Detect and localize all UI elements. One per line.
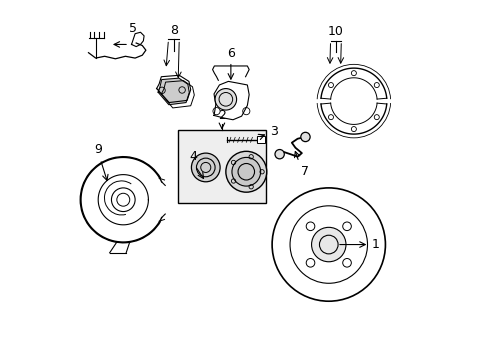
Text: 2: 2: [218, 109, 225, 122]
Circle shape: [191, 153, 220, 182]
Text: 4: 4: [189, 150, 197, 163]
Text: 9: 9: [94, 143, 102, 156]
Bar: [257, 136, 264, 143]
Text: 7: 7: [301, 165, 308, 178]
Circle shape: [300, 132, 309, 141]
Circle shape: [231, 157, 260, 186]
Text: 1: 1: [371, 238, 379, 251]
Text: 5: 5: [129, 22, 137, 35]
Text: 10: 10: [327, 25, 343, 38]
Polygon shape: [158, 78, 189, 105]
Text: 8: 8: [169, 23, 178, 37]
Circle shape: [274, 149, 284, 159]
Text: 3: 3: [270, 125, 278, 139]
Circle shape: [225, 151, 266, 192]
Circle shape: [215, 89, 236, 110]
Text: 6: 6: [226, 46, 234, 59]
Bar: [178, 130, 265, 203]
Circle shape: [311, 227, 346, 262]
